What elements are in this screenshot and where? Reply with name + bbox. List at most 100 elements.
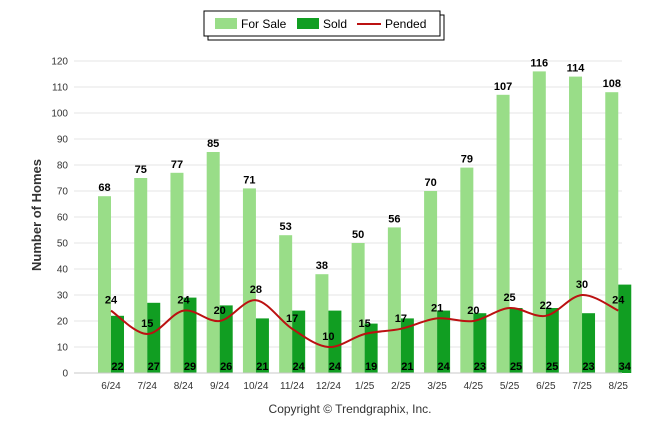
- x-tick-label: 8/24: [174, 381, 194, 392]
- x-tick-label: 9/24: [210, 381, 230, 392]
- label-sold: 26: [220, 361, 232, 373]
- legend-box-front: [203, 10, 441, 37]
- label-pended: 22: [540, 300, 552, 312]
- label-sold: 21: [401, 361, 413, 373]
- label-sold: 24: [329, 361, 342, 373]
- y-axis-label: Number of Homes: [29, 159, 44, 271]
- y-tick-label: 80: [57, 161, 69, 172]
- label-pended: 24: [177, 295, 190, 307]
- bar-sold: [618, 284, 632, 373]
- label-pended: 28: [250, 284, 262, 296]
- label-pended: 15: [141, 318, 153, 330]
- y-tick-label: 50: [57, 239, 69, 250]
- label-sold: 25: [510, 361, 522, 373]
- label-for-sale: 79: [461, 154, 473, 166]
- bar-sold: [473, 313, 487, 373]
- x-tick-label: 4/25: [464, 381, 484, 392]
- label-sold: 24: [437, 361, 450, 373]
- y-tick-label: 40: [57, 265, 69, 276]
- label-for-sale: 85: [207, 138, 219, 150]
- bar-for-sale: [532, 71, 546, 374]
- legend[interactable]: For Sale Sold Pended: [203, 10, 445, 41]
- bar-for-sale: [351, 243, 365, 373]
- bar-for-sale: [569, 76, 583, 373]
- y-tick-label: 90: [57, 135, 69, 146]
- label-pended: 25: [503, 292, 515, 304]
- y-tick-label: 70: [57, 187, 69, 198]
- bar-sold: [147, 302, 161, 373]
- label-for-sale: 38: [316, 260, 328, 272]
- x-tick-label: 7/24: [137, 381, 157, 392]
- label-sold: 19: [365, 361, 377, 373]
- bar-sold: [364, 323, 378, 373]
- label-for-sale: 108: [603, 78, 621, 90]
- label-pended: 20: [214, 305, 226, 317]
- legend-label-for-sale: For Sale: [241, 17, 287, 31]
- bar-sold: [437, 310, 451, 373]
- bar-for-sale: [242, 188, 256, 373]
- y-tick-label: 60: [57, 213, 69, 224]
- bar-sold: [509, 308, 523, 373]
- label-pended: 24: [105, 295, 118, 307]
- label-pended: 10: [322, 331, 334, 343]
- bar-sold: [183, 297, 197, 373]
- label-for-sale: 53: [280, 221, 292, 233]
- bar-sold: [400, 318, 414, 373]
- label-pended: 15: [359, 318, 371, 330]
- legend-swatch-sold: [297, 18, 319, 29]
- label-sold: 34: [619, 361, 632, 373]
- x-tick-label: 1/25: [355, 381, 375, 392]
- legend-label-sold: Sold: [323, 17, 347, 31]
- label-for-sale: 71: [243, 174, 255, 186]
- label-for-sale: 107: [494, 81, 512, 93]
- label-sold: 27: [148, 361, 160, 373]
- label-pended: 30: [576, 279, 588, 291]
- label-sold: 22: [111, 361, 123, 373]
- bar-for-sale: [134, 178, 148, 373]
- bar-sold: [219, 305, 233, 373]
- label-sold: 23: [582, 361, 594, 373]
- label-pended: 21: [431, 302, 443, 314]
- label-for-sale: 56: [388, 213, 400, 225]
- legend-label-pended: Pended: [385, 17, 426, 31]
- bar-for-sale: [424, 191, 438, 373]
- label-sold: 21: [256, 361, 268, 373]
- pended-line: [110, 293, 619, 349]
- label-for-sale: 114: [567, 63, 586, 75]
- label-sold: 25: [546, 361, 558, 373]
- label-pended: 17: [395, 313, 407, 325]
- label-for-sale: 116: [530, 57, 548, 69]
- label-sold: 29: [184, 361, 196, 373]
- x-tick-label: 5/25: [500, 381, 520, 392]
- bar-for-sale: [206, 152, 220, 373]
- copyright: Copyright © Trendgraphix, Inc.: [269, 402, 432, 416]
- x-tick-label: 7/25: [572, 381, 592, 392]
- bar-for-sale: [279, 235, 293, 373]
- x-tick-label: 6/25: [536, 381, 556, 392]
- bar-sold: [545, 308, 559, 373]
- y-tick-label: 110: [52, 83, 68, 94]
- x-tick-label: 11/24: [280, 381, 305, 392]
- bar-for-sale: [98, 196, 111, 373]
- label-sold: 23: [474, 361, 486, 373]
- x-axis: 6/24 7/24 8/24 9/24 10/24 11/24 12/24 1/25 2/25 3…: [74, 372, 628, 392]
- bar-sold: [255, 318, 269, 373]
- y-tick-label: 120: [51, 57, 68, 68]
- x-tick-label: 3/25: [427, 381, 447, 392]
- y-tick-label: 100: [51, 109, 68, 120]
- bar-sold: [111, 315, 124, 373]
- label-pended: 17: [286, 313, 298, 325]
- y-axis: 0 10 20 30 40 50 60 70 80 90 100 110 120: [51, 57, 68, 380]
- y-tick-label: 30: [57, 291, 69, 302]
- bar-sold: [582, 313, 596, 373]
- bar-sold: [292, 310, 306, 373]
- x-tick-label: 6/24: [101, 381, 121, 392]
- y-tick-label: 0: [62, 369, 68, 380]
- bar-for-sale: [170, 172, 184, 373]
- label-for-sale: 75: [135, 164, 147, 176]
- y-tick-label: 10: [57, 343, 69, 354]
- bar-for-sale: [315, 274, 329, 373]
- bar-sold: [328, 310, 342, 373]
- label-pended: 20: [467, 305, 479, 317]
- label-for-sale: 70: [424, 177, 436, 189]
